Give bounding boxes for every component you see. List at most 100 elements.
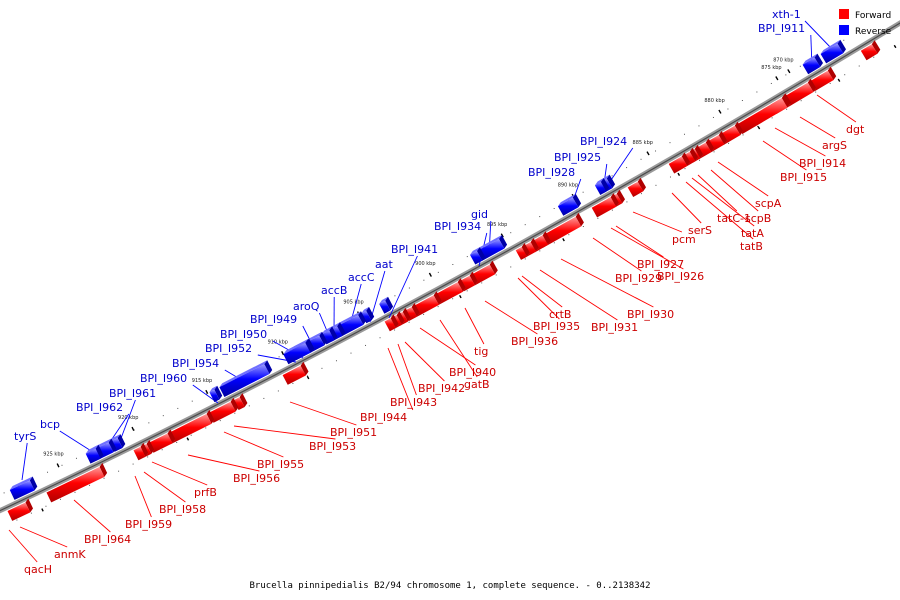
gene-bpi-i964[interactable] (46, 462, 108, 503)
gene-bpi-i959[interactable] (133, 442, 149, 461)
gene-pcm[interactable] (627, 177, 646, 197)
gene-label-bcp[interactable]: bcp (40, 418, 60, 431)
gene-bpi-i940[interactable] (403, 303, 420, 321)
gene-label-tig[interactable]: tig (474, 345, 488, 358)
gene-label-scpa[interactable]: scpA (755, 197, 782, 210)
gene-label-tatb[interactable]: tatB (740, 240, 763, 253)
gene-label-bpi-i915[interactable]: BPI_I915 (780, 171, 827, 184)
gene-bpi-i911[interactable] (802, 53, 823, 75)
gene-label-xth-1[interactable]: xth-1 (772, 8, 801, 21)
gene-label-bpi-i950[interactable]: BPI_I950 (220, 328, 267, 341)
gene-bpi-i953[interactable] (233, 393, 248, 410)
gene-aroq[interactable] (321, 326, 338, 345)
gene-label-bpi-i914[interactable]: BPI_I914 (799, 157, 846, 170)
gene-label-bpi-i961[interactable]: BPI_I961 (109, 387, 156, 400)
gene-anmk[interactable] (7, 498, 34, 521)
gene-label-gatb[interactable]: gatB (464, 378, 490, 391)
ruler-tick (787, 69, 791, 74)
gene-label-bpi-i935[interactable]: BPI_I935 (533, 320, 580, 333)
ruler-dot (132, 463, 134, 465)
gene-label-bpi-i955[interactable]: BPI_I955 (257, 458, 304, 471)
gene-prfb[interactable] (148, 429, 176, 453)
gene-label-bpi-i951[interactable]: BPI_I951 (330, 426, 377, 439)
ruler-dot (495, 274, 497, 276)
gene-tyrs[interactable] (9, 476, 38, 500)
gene-label-bpi-i964[interactable]: BPI_I964 (84, 533, 131, 546)
gene-label-scpb[interactable]: scpB (745, 212, 771, 225)
gene-front-face (321, 330, 335, 345)
gene-bpi-i955[interactable] (208, 397, 239, 423)
gene-label-bpi-i934[interactable]: BPI_I934 (434, 220, 481, 233)
gene-label-bpi-i924[interactable]: BPI_I924 (580, 135, 627, 148)
gene-xth-1[interactable] (820, 39, 846, 64)
gene-bpi-i954[interactable] (219, 360, 273, 397)
gene-label-pcm[interactable]: pcm (672, 233, 696, 246)
gene-aat[interactable] (361, 306, 375, 324)
gene-label-anmk[interactable]: anmK (54, 548, 86, 561)
leader-bpi-i940 (419, 327, 476, 366)
gene-label-bpi-i943[interactable]: BPI_I943 (390, 396, 437, 409)
gene-bpi-i944[interactable] (384, 314, 399, 332)
gene-sers[interactable] (668, 152, 690, 174)
gene-label-bpi-i944[interactable]: BPI_I944 (360, 411, 407, 424)
gene-label-bpi-i954[interactable]: BPI_I954 (172, 357, 219, 370)
gene-label-tatc-1[interactable]: tatC-1 (717, 212, 751, 225)
gene-label-aroq[interactable]: aroQ (293, 300, 320, 313)
gene-bpi-i941[interactable] (379, 296, 394, 314)
ruler-dot (118, 470, 120, 472)
gene-bpi-i934[interactable] (470, 247, 486, 265)
gene-label-bpi-i940[interactable]: BPI_I940 (449, 366, 496, 379)
gene-label-bpi-i952[interactable]: BPI_I952 (205, 342, 252, 355)
gene-label-dgt[interactable]: dgt (846, 123, 865, 136)
gene-label-bpi-i941[interactable]: BPI_I941 (391, 243, 438, 256)
gene-label-tyrs[interactable]: tyrS (14, 430, 36, 443)
gene-label-tata[interactable]: tatA (741, 227, 764, 240)
ruler-tick-label: 880 kbp (704, 98, 724, 104)
gene-bpi-i925[interactable] (594, 178, 610, 195)
gene-args[interactable] (782, 78, 817, 107)
gene-label-bpi-i911[interactable]: BPI_I911 (758, 22, 805, 35)
gene-bpi-i926[interactable] (591, 193, 619, 218)
gene-label-accb[interactable]: accB (321, 284, 347, 297)
gene-side-face (29, 476, 38, 491)
gene-bpi-i952[interactable] (283, 339, 314, 365)
gene-bpi-i915[interactable] (736, 94, 791, 134)
ruler-tick-label: 925 kbp (43, 451, 63, 457)
gene-label-bpi-i927[interactable]: BPI_I927 (637, 258, 684, 271)
gene-label-bpi-i959[interactable]: BPI_I959 (125, 518, 172, 531)
gene-label-bpi-i956[interactable]: BPI_I956 (233, 472, 280, 485)
gene-label-sers[interactable]: serS (688, 224, 712, 237)
gene-bpi-i956[interactable] (166, 409, 215, 444)
gene-label-bpi-i962[interactable]: BPI_I962 (76, 401, 123, 414)
gene-top-face (109, 434, 121, 442)
gene-label-bpi-i931[interactable]: BPI_I931 (591, 321, 638, 334)
gene-label-bpi-i960[interactable]: BPI_I960 (140, 372, 187, 385)
gene-label-qach[interactable]: qacH (24, 563, 52, 576)
gene-label-bpi-i949[interactable]: BPI_I949 (250, 313, 297, 326)
gene-crtb[interactable] (515, 243, 530, 260)
gene-label-bpi-i925[interactable]: BPI_I925 (554, 151, 601, 164)
gene-label-args[interactable]: argS (822, 139, 847, 152)
gene-bpi-i960[interactable] (209, 385, 223, 403)
gene-label-bpi-i928[interactable]: BPI_I928 (528, 166, 575, 179)
gene-label-bpi-i929[interactable]: BPI_I929 (615, 272, 662, 285)
gene-qach[interactable] (860, 40, 881, 61)
gene-label-gid[interactable]: gid (471, 208, 488, 221)
gene-label-bpi-i926[interactable]: BPI_I926 (657, 270, 704, 283)
ruler-tick-label: 910 kbp (268, 339, 288, 345)
gene-bpi-i928[interactable] (557, 193, 582, 216)
gene-tig[interactable] (433, 278, 466, 305)
gene-label-bpi-i936[interactable]: BPI_I936 (511, 335, 558, 348)
gene-label-crtb[interactable]: crtB (549, 308, 571, 321)
gene-label-bpi-i953[interactable]: BPI_I953 (309, 440, 356, 453)
gene-bpi-i951[interactable] (282, 361, 309, 385)
gene-bcp[interactable] (85, 444, 104, 464)
gene-label-bpi-i930[interactable]: BPI_I930 (627, 308, 674, 321)
gene-label-aat[interactable]: aat (375, 258, 393, 271)
gene-label-prfb[interactable]: prfB (194, 486, 217, 499)
gene-label-accc[interactable]: accC (348, 271, 375, 284)
ruler-dot (597, 217, 599, 219)
gene-label-bpi-i958[interactable]: BPI_I958 (159, 503, 206, 516)
gene-label-bpi-i942[interactable]: BPI_I942 (418, 382, 465, 395)
